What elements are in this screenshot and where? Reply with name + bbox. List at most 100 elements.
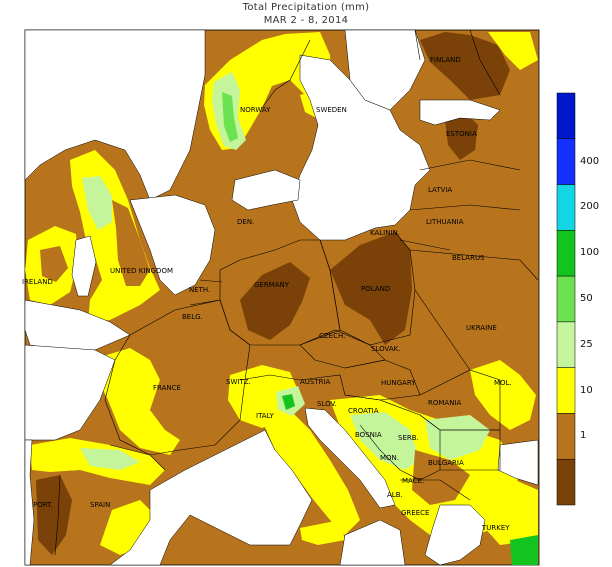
label-bulgaria: BULGARIA xyxy=(428,459,464,467)
map-date-range: MAR 2 - 8, 2014 xyxy=(263,15,349,26)
label-portugal: PORT. xyxy=(33,501,53,509)
water-bodies xyxy=(24,29,539,566)
region-norway-green2 xyxy=(222,92,238,142)
label-montenegro: MON. xyxy=(380,454,399,462)
border-sweden-finland xyxy=(414,29,421,61)
label-italy: ITALY xyxy=(256,412,275,420)
legend-tick-label: 1 xyxy=(580,430,587,442)
label-albania: ALB. xyxy=(387,491,403,499)
region-turkey-yellow xyxy=(480,480,538,545)
aegean-sea xyxy=(424,504,486,566)
legend-color-bar xyxy=(556,92,576,506)
border-norway-sweden xyxy=(261,39,311,109)
region-italy-green2 xyxy=(282,394,295,410)
border-france xyxy=(104,299,251,456)
skagerrak xyxy=(231,169,301,211)
legend-swatch xyxy=(556,321,576,368)
label-norway: NORWAY xyxy=(240,106,271,114)
label-macedonia: MACE. xyxy=(402,477,424,485)
region-finland-yellow xyxy=(488,32,538,70)
border-greece xyxy=(400,479,471,501)
region-romania-yellow xyxy=(470,360,536,430)
ionian-sea xyxy=(339,519,406,566)
legend-tick-label: 25 xyxy=(580,338,593,350)
border-bulgaria xyxy=(440,429,501,471)
region-poland-dark xyxy=(330,232,412,345)
gulf-of-finland xyxy=(419,99,501,126)
legend-swatch xyxy=(556,230,576,277)
label-latvia: LATVIA xyxy=(428,186,452,194)
region-turkey-green xyxy=(510,535,538,565)
label-czech: CZECH. xyxy=(319,332,345,340)
gulf-of-bothnia xyxy=(344,29,426,111)
region-sicily xyxy=(300,520,345,545)
label-belgium: BELG. xyxy=(182,313,203,321)
label-romania: ROMANIA xyxy=(428,399,462,407)
label-belarus: BELARUS xyxy=(452,254,485,262)
label-kaliningrad: KALININ. xyxy=(370,229,400,237)
legend-tick-label: 200 xyxy=(580,201,600,213)
region-ireland-brown xyxy=(40,246,68,282)
legend-tick-label: 50 xyxy=(580,293,593,304)
mediterranean-west xyxy=(109,429,313,566)
border-finland-russia xyxy=(469,29,501,96)
region-finland-dark xyxy=(420,32,510,100)
border-baltics xyxy=(399,159,521,251)
region-balkans-brown xyxy=(412,450,470,505)
label-greece: GREECE xyxy=(401,509,429,517)
label-sweden: SWEDEN xyxy=(316,106,347,114)
label-slovakia: SLOVAK. xyxy=(371,345,400,353)
label-france: FRANCE xyxy=(153,384,181,392)
adriatic-sea xyxy=(304,407,396,509)
label-spain: SPAIN xyxy=(90,501,110,509)
label-serbia: SERB. xyxy=(398,434,419,442)
legend-swatch xyxy=(556,92,576,140)
region-balkans-green2 xyxy=(425,415,490,460)
legend-tick-label: 10 xyxy=(580,384,593,396)
precipitation-regions xyxy=(25,32,538,565)
label-netherlands: NETH. xyxy=(189,286,210,294)
legend-swatch xyxy=(556,413,576,460)
label-estonia: ESTONIA xyxy=(446,130,477,138)
region-spain-dark xyxy=(36,475,72,555)
label-germany: GERMANY xyxy=(254,281,290,289)
region-italy-yellow xyxy=(262,412,360,535)
region-france-yellow xyxy=(90,348,180,455)
atlantic-ocean xyxy=(24,29,206,201)
legend-swatch xyxy=(556,138,576,185)
north-sea xyxy=(129,194,216,296)
label-ukraine: UKRAINE xyxy=(466,324,497,332)
region-france-yellow2 xyxy=(228,365,300,428)
atlantic-west-iberia xyxy=(24,439,35,566)
country-labels: FINLAND NORWAY SWEDEN ESTONIA LATVIA LIT… xyxy=(22,56,512,532)
label-denmark: DEN. xyxy=(237,218,254,226)
legend-swatch xyxy=(556,367,576,414)
label-moldova: MOL. xyxy=(494,379,512,387)
legend-swatch xyxy=(556,275,576,323)
country-borders xyxy=(54,29,539,556)
irish-sea xyxy=(71,235,97,297)
label-hungary: HUNGARY xyxy=(381,379,416,387)
map-title: Total Precipitation (mm) xyxy=(242,2,370,13)
region-uk-green xyxy=(82,176,112,230)
border-switz-austria xyxy=(239,374,346,396)
region-spain-green xyxy=(80,448,140,470)
black-sea xyxy=(497,439,539,486)
label-poland: POLAND xyxy=(361,285,390,293)
region-balkans-green xyxy=(350,412,420,470)
border-benelux xyxy=(189,279,223,306)
label-united-kingdom: UNITED KINGDOM xyxy=(110,267,173,275)
label-lithuania: LITHUANIA xyxy=(426,218,464,226)
region-uk-brown xyxy=(112,200,150,286)
legend-swatch xyxy=(556,184,576,231)
label-finland: FINLAND xyxy=(430,56,461,64)
label-slovenia: SLOV. xyxy=(317,400,337,408)
label-ireland: IRELAND xyxy=(22,278,53,286)
legend-swatch xyxy=(556,458,576,506)
label-turkey: TURKEY xyxy=(481,524,510,532)
region-baltic-dark xyxy=(445,112,478,160)
label-switzerland: SWITZ. xyxy=(226,378,251,386)
label-austria: AUSTRIA xyxy=(300,378,331,386)
region-germany-dark xyxy=(240,262,310,340)
border-ukraine xyxy=(409,249,539,371)
